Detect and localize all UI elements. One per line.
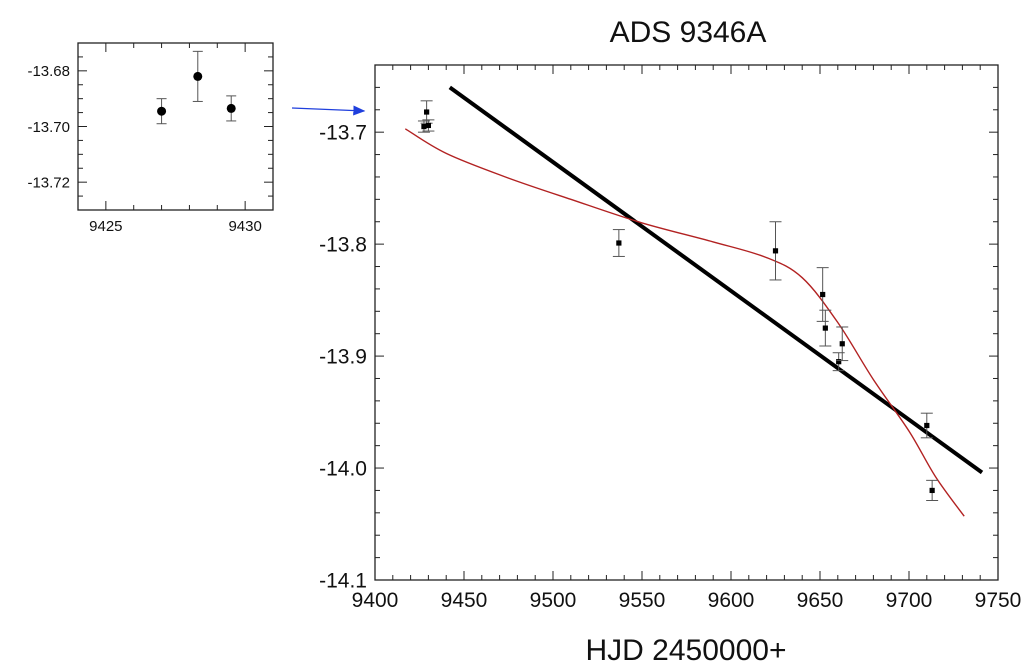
x-tick-label: 9600 (708, 589, 755, 612)
data-point (836, 326, 849, 362)
x-tick-label: 9550 (619, 589, 666, 612)
data-point (816, 267, 829, 322)
point-marker (226, 103, 236, 113)
linear-fit-line (448, 85, 984, 475)
inset-tick-marks (77, 42, 274, 211)
inset-data-points (156, 50, 237, 125)
x-tick-label: 9430 (228, 218, 261, 235)
main-plot-frame (374, 64, 999, 581)
x-tick-label: 9500 (530, 589, 577, 612)
y-tick-label: -14.0 (319, 457, 367, 480)
y-tick-label: -13.9 (319, 345, 367, 368)
data-point (769, 221, 782, 281)
x-tick-label: 9425 (89, 218, 122, 235)
chart-title: ADS 9346A (610, 16, 767, 49)
inset-plot-frame (77, 42, 274, 211)
data-point (920, 412, 933, 439)
point-marker (425, 122, 431, 129)
point-marker (929, 487, 935, 494)
y-tick-label: -13.8 (319, 233, 367, 256)
smooth-fit-curve (404, 128, 965, 517)
x-tick-label: 9750 (975, 589, 1022, 612)
y-tick-label: -13.7 (319, 122, 367, 145)
inset-y-tick-labels: -13.68 -13.70 -13.72 (27, 63, 70, 191)
main-tick-marks (374, 64, 999, 581)
point-marker (839, 341, 845, 347)
main-fit-lines (404, 85, 984, 517)
y-tick-label: -13.70 (27, 119, 70, 136)
point-marker (616, 240, 622, 246)
data-point (612, 229, 625, 257)
inset-plot: 9425 9430 -13.68 -13.70 -13.72 (27, 42, 274, 235)
main-plot: ADS 9346A 9400 9450 9500 9550 9600 9650 9700 97… (319, 16, 1021, 667)
data-point (192, 50, 203, 102)
data-point (926, 479, 939, 502)
main-y-tick-labels: -13.7 -13.8 -13.9 -14.0 -14.1 (319, 122, 367, 593)
x-tick-label: 9400 (352, 589, 399, 612)
point-marker (836, 359, 842, 365)
point-marker (193, 71, 203, 81)
data-point (156, 98, 167, 125)
x-tick-label: 9450 (441, 589, 488, 612)
point-marker (772, 248, 779, 254)
data-point (819, 309, 832, 347)
data-point (226, 95, 237, 122)
y-tick-label: -13.68 (27, 63, 70, 80)
point-marker (822, 325, 828, 331)
y-tick-label: -13.72 (27, 174, 70, 191)
y-tick-label: -14.1 (319, 569, 367, 592)
main-x-tick-labels: 9400 9450 9500 9550 9600 9650 9700 9750 (352, 589, 1022, 612)
point-marker (157, 106, 167, 116)
point-marker (421, 123, 427, 130)
data-point (422, 119, 435, 132)
inset-x-tick-labels: 9425 9430 (89, 218, 262, 235)
point-marker (820, 291, 826, 298)
connector-arrow (291, 105, 366, 116)
x-tick-label: 9650 (797, 589, 844, 612)
point-marker (924, 422, 930, 429)
point-marker (424, 109, 430, 115)
x-tick-label: 9700 (886, 589, 933, 612)
main-data-points (417, 100, 939, 502)
x-axis-label: HJD 2450000+ (586, 634, 787, 667)
